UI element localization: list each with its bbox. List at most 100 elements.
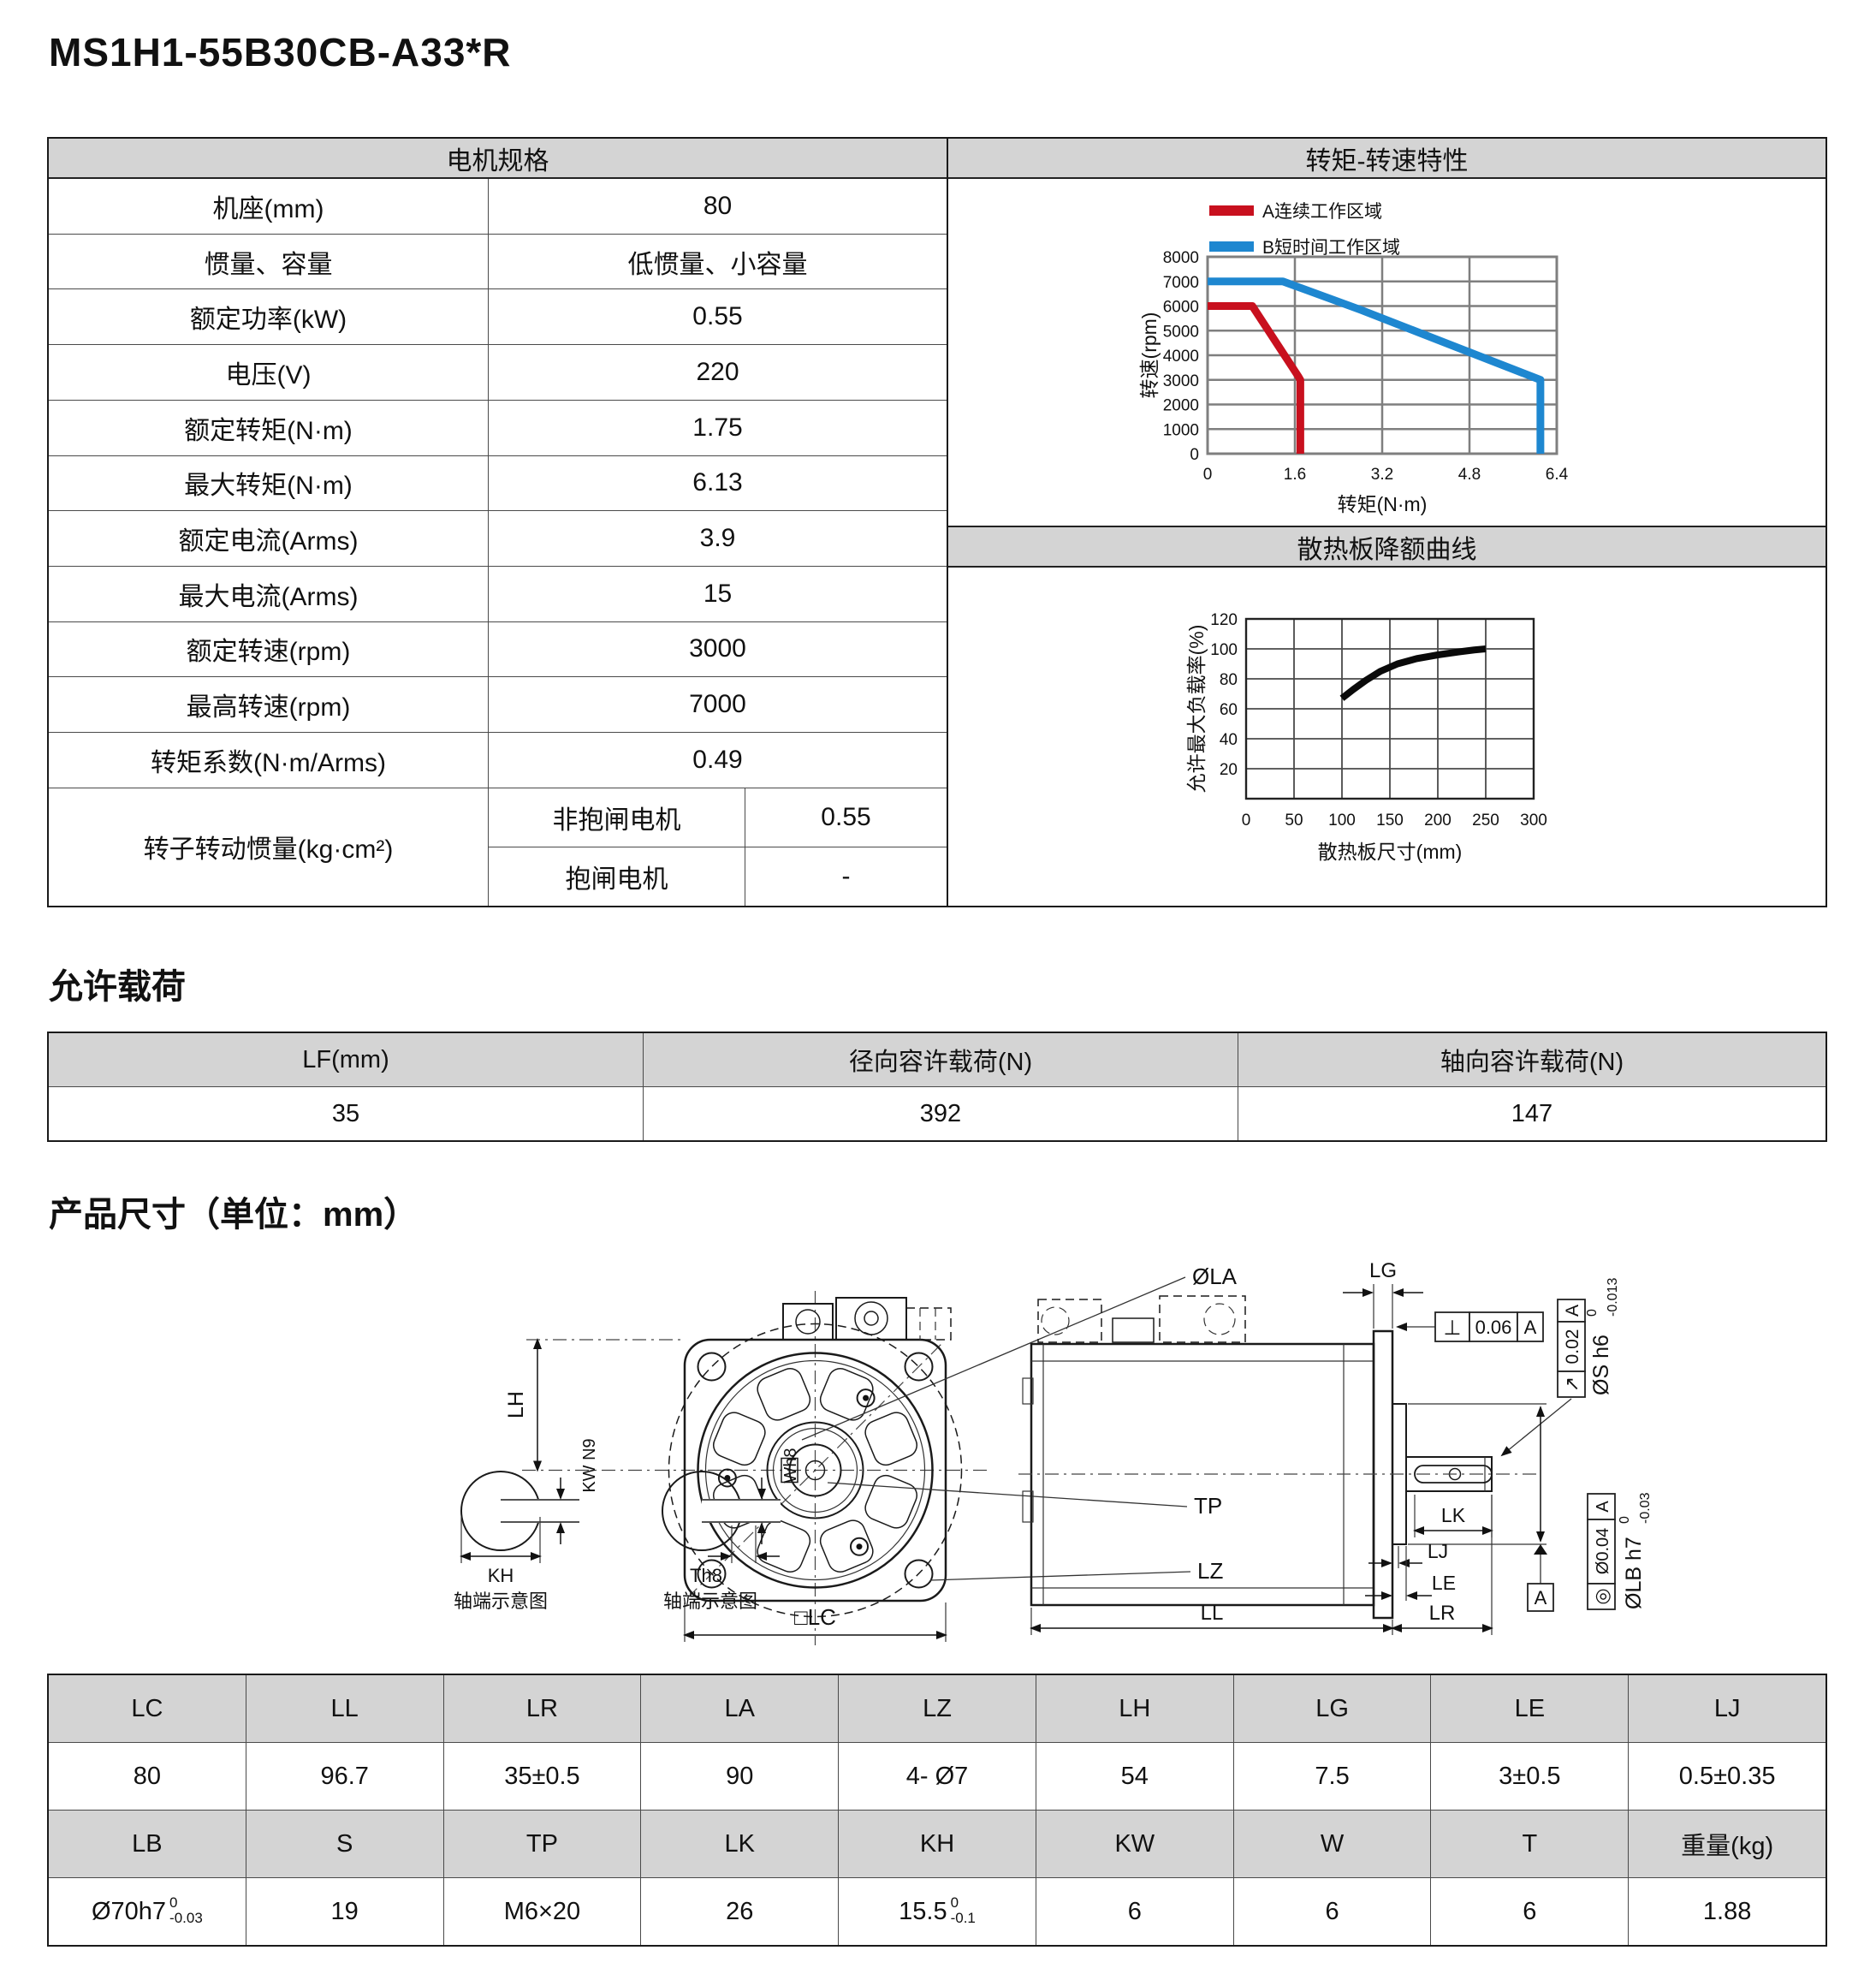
shaft-dia-sub: -0.013	[1606, 1278, 1620, 1317]
cell: 392	[644, 1087, 1238, 1140]
perp-datum: A	[1524, 1317, 1537, 1338]
table-row: 电压(V) 220	[49, 345, 947, 401]
svg-text:60: 60	[1220, 701, 1238, 719]
svg-text:100: 100	[1328, 812, 1356, 829]
table-row: 最高转速(rpm) 7000	[49, 677, 947, 734]
table-row-inertia: 转子转动惯量(kg·cm²) 非抱闸电机 0.55 抱闸电机 -	[49, 788, 947, 906]
spec-value: 1.75	[692, 413, 743, 442]
spec-value: 220	[696, 357, 739, 386]
spec-value: 80	[703, 191, 733, 220]
spec-label: 最大电流(Arms)	[49, 566, 489, 621]
cell-kh: 15.5 0 -0.1	[839, 1878, 1036, 1945]
dim-lg: LG	[1343, 1259, 1423, 1329]
pilot-dia-sup: 0	[1618, 1516, 1632, 1524]
svg-text:120: 120	[1210, 611, 1238, 629]
col-header: 重量(kg)	[1681, 1833, 1774, 1860]
shaft-end-detail-1: KW N9 KH 轴端示意图	[454, 1438, 599, 1612]
col-header: LE	[1431, 1675, 1630, 1742]
col-header: LB	[49, 1811, 246, 1877]
pilot-dia-sub: -0.03	[1638, 1492, 1653, 1524]
dim-lc: □LC	[683, 1602, 947, 1642]
cell: 6	[1234, 1878, 1432, 1945]
shaft-end-detail-2: Wh8 Th8 轴端示意图	[662, 1448, 800, 1612]
charts-panel: 转矩-转速特性 0 1.6 3.2 4.8 6.4 0 1000 2000 3000 4000 50…	[947, 137, 1827, 907]
cell: 3±0.5	[1431, 1743, 1630, 1810]
svg-text:散热板尺寸(mm): 散热板尺寸(mm)	[1318, 841, 1463, 863]
svg-text:2000: 2000	[1163, 397, 1199, 415]
spec-sub-label: 抱闸电机	[489, 847, 745, 906]
svg-text:8000: 8000	[1163, 249, 1199, 267]
label-lh: LH	[504, 1391, 528, 1418]
cell: 19	[246, 1878, 444, 1945]
svg-text:5000: 5000	[1163, 323, 1199, 341]
front-view: LH □LC ØLA TP LZ	[504, 1264, 1238, 1645]
table-row: 额定转速(rpm) 3000	[49, 621, 947, 678]
spec-sub-label: 非抱闸电机	[489, 788, 745, 847]
spec-label: 机座(mm)	[49, 179, 489, 234]
spec-label: 额定转速(rpm)	[49, 621, 489, 677]
page-title: MS1H1-55B30CB-A33*R	[49, 30, 512, 74]
svg-text:0: 0	[1190, 446, 1199, 464]
dim-lk: LK	[1413, 1495, 1493, 1537]
spec-value: 低惯量、小容量	[627, 250, 808, 279]
legend-item-a: A连续工作区域	[1209, 198, 1400, 223]
label-kh: KH	[488, 1565, 514, 1586]
label-le: LE	[1432, 1572, 1456, 1594]
cell: 1.88	[1702, 1897, 1752, 1925]
svg-text:6.4: 6.4	[1546, 466, 1569, 484]
side-view: LG ⊥ 0.06 A ↗ 0.02 A ØS h6 0 -0.013	[1018, 1259, 1653, 1635]
cell: 147	[1511, 1099, 1553, 1127]
pilot-dia-label: ØLB h7	[1622, 1537, 1646, 1609]
runout-value: 0.02	[1563, 1329, 1582, 1365]
table-row: 额定功率(kW) 0.55	[49, 289, 947, 346]
col-header: LJ	[1713, 1694, 1741, 1722]
cell: M6×20	[444, 1878, 642, 1945]
svg-text:7000: 7000	[1163, 274, 1199, 292]
table-row: 35 392 147	[49, 1087, 1826, 1140]
leader-labels: ØLA TP LZ	[801, 1264, 1238, 1584]
svg-text:转速(rpm): 转速(rpm)	[1138, 312, 1161, 399]
svg-text:0: 0	[1203, 466, 1213, 484]
cell: 6	[1431, 1878, 1630, 1945]
col-header: LF(mm)	[49, 1033, 644, 1086]
spec-label: 惯量、容量	[49, 234, 489, 289]
dim-lh: LH	[504, 1338, 682, 1472]
col-header: KH	[839, 1811, 1036, 1877]
legend-swatch-b	[1209, 241, 1254, 252]
dim-ll-lr: LL LR	[1030, 1495, 1493, 1635]
cell: 4- Ø7	[839, 1743, 1036, 1810]
cell: 6	[1036, 1878, 1234, 1945]
rotor-cutouts	[712, 1367, 918, 1573]
svg-text:40: 40	[1220, 731, 1238, 749]
label-lg: LG	[1369, 1259, 1397, 1282]
table-header-row: LB S TP LK KH KW W T 重量(kg)	[49, 1811, 1826, 1878]
col-header: S	[246, 1811, 444, 1877]
cell: 96.7	[246, 1743, 444, 1810]
shaft-dia-sup: 0	[1585, 1309, 1600, 1317]
screw-holes	[717, 1388, 876, 1556]
svg-text:3000: 3000	[1163, 372, 1199, 390]
col-header: T	[1431, 1811, 1630, 1877]
svg-text:转矩(N·m): 转矩(N·m)	[1338, 493, 1428, 515]
shaft-end-caption: 轴端示意图	[663, 1591, 757, 1612]
label-ll: LL	[1201, 1602, 1224, 1625]
cell-lb: Ø70h7 0 -0.03	[49, 1878, 246, 1945]
label-lk: LK	[1441, 1504, 1466, 1526]
svg-text:1.6: 1.6	[1284, 466, 1306, 484]
table-row: 额定转矩(N·m) 1.75	[49, 400, 947, 456]
label-ola: ØLA	[1192, 1264, 1238, 1289]
runout-symbol: ↗	[1561, 1377, 1582, 1392]
chart-legend: A连续工作区域 B短时间工作区域	[1209, 198, 1400, 259]
table-header-row: LF(mm) 径向容许载荷(N) 轴向容许载荷(N)	[49, 1033, 1826, 1087]
cell: 26	[641, 1878, 840, 1945]
svg-text:300: 300	[1520, 812, 1547, 829]
svg-text:6000: 6000	[1163, 299, 1199, 317]
table-row: 惯量、容量 低惯量、小容量	[49, 234, 947, 290]
lb-sup: 0	[169, 1894, 178, 1911]
svg-text:4000: 4000	[1163, 348, 1199, 366]
spec-table-header: 电机规格	[49, 139, 947, 179]
svg-text:150: 150	[1376, 812, 1404, 829]
derating-chart-svg: 0 50 100 150 200 250 300 20 40 60 80 100 120 散热板尺寸(mm…	[1185, 611, 1547, 863]
datum-a: A	[1527, 1544, 1554, 1612]
torque-speed-chart-title: 转矩-转速特性	[948, 139, 1826, 179]
